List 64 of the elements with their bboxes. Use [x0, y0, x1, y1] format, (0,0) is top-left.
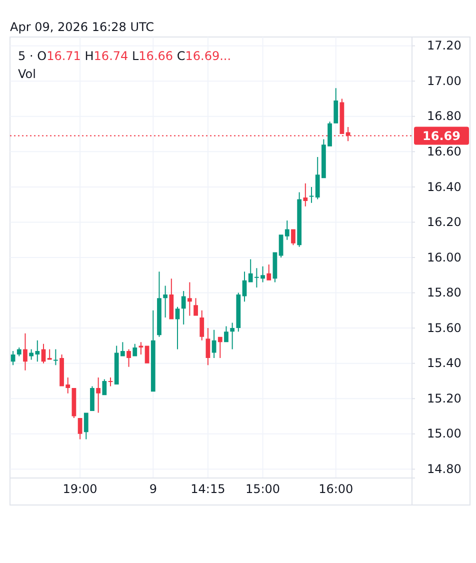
- y-tick-label: 15.20: [427, 391, 462, 406]
- text: Apr 09, 2026 16:28 UTC: [10, 20, 154, 34]
- y-tick-label: 17.00: [427, 74, 462, 88]
- y-tick-label: 16.00: [427, 250, 462, 264]
- candlestick: [309, 186, 314, 203]
- candlestick: [200, 310, 204, 340]
- candlestick: [181, 291, 186, 325]
- annotation: Vol: [18, 67, 36, 81]
- candlestick: [212, 330, 216, 358]
- candlestick: [266, 264, 272, 280]
- candlestick: [132, 344, 138, 356]
- y-tick-label: 15.40: [427, 356, 462, 370]
- candlestick: [41, 344, 46, 364]
- candlestick: [230, 322, 235, 350]
- candlestick: [175, 306, 180, 350]
- y-tick-label: 15.80: [427, 286, 462, 300]
- ref-line-label: 16.69: [422, 128, 460, 143]
- candlestick: [102, 379, 107, 396]
- y-tick-label: 16.20: [427, 215, 462, 230]
- candlestick: [303, 183, 308, 206]
- candlestick: [218, 336, 222, 358]
- candlestick: [297, 192, 302, 247]
- candlestick: [23, 333, 28, 370]
- candlestick: [84, 412, 88, 440]
- candlestick: [53, 349, 58, 366]
- candlestick: [163, 286, 168, 318]
- candlestick: [236, 292, 241, 332]
- x-tick-label: 16:00: [318, 482, 354, 496]
- candlestick: [96, 377, 101, 413]
- y-tick-label: 16.40: [427, 180, 462, 194]
- candlestick: [278, 234, 284, 258]
- candlestick: [284, 220, 290, 240]
- candlestick: [242, 272, 247, 302]
- candlestick: [157, 272, 162, 337]
- x-tick-label: 15:00: [245, 482, 280, 496]
- candlestick: [16, 347, 22, 356]
- y-tick-label: 17.20: [427, 38, 462, 53]
- x-tick-label: 19:00: [62, 482, 98, 496]
- candlestick: [194, 298, 198, 316]
- candlestick: [224, 326, 228, 342]
- candlestick: [72, 388, 76, 418]
- x-tick-label: 9: [149, 482, 157, 496]
- candlestick: [206, 328, 210, 366]
- candlestick: [108, 377, 113, 386]
- y-tick-label: 15.60: [427, 320, 462, 335]
- candlestick: [138, 342, 144, 355]
- y-tick-label: 16.80: [427, 109, 462, 124]
- y-tick-label: 15.00: [427, 426, 462, 441]
- candlestick: [90, 386, 94, 411]
- candlestick: [334, 88, 338, 124]
- candlestick: [10, 350, 16, 366]
- candlestick: [272, 252, 278, 282]
- candlestick: [47, 349, 52, 360]
- x-tick-label: 14:15: [190, 482, 226, 496]
- candlestick: [78, 418, 82, 440]
- candlestick: [169, 278, 174, 320]
- chart-title: 5 · O16.71 H16.74 L16.66 C16.69...: [18, 49, 232, 63]
- y-tick-label: 14.80: [427, 462, 462, 476]
- candlestick: [150, 310, 156, 392]
- candlestick: [187, 282, 192, 316]
- candlestick: [291, 229, 296, 246]
- candlestick: [144, 346, 150, 364]
- y-tick-label: 16.60: [427, 144, 462, 158]
- candlestick: [126, 349, 131, 367]
